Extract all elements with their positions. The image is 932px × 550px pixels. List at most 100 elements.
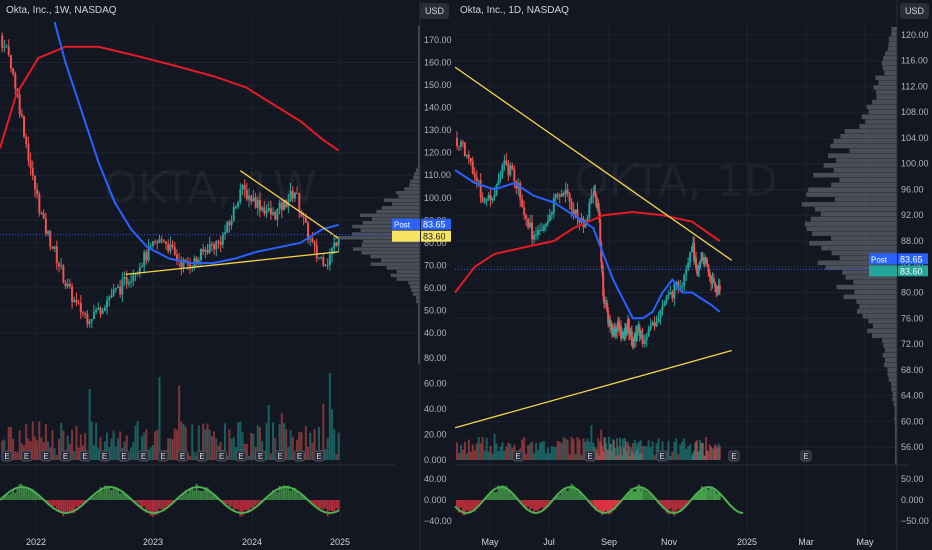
- volume-bar: [525, 453, 528, 460]
- candle-body: [79, 302, 82, 313]
- volume-bar: [226, 455, 229, 460]
- earnings-marker: [656, 450, 668, 462]
- volume-profile-bar: [418, 108, 420, 112]
- candle-body: [558, 195, 561, 197]
- volume-bar: [560, 442, 563, 460]
- candle-body: [461, 142, 464, 144]
- candle-body: [459, 142, 462, 147]
- volume-profile-bar: [887, 367, 897, 373]
- right-symbol-title[interactable]: Okta, Inc., 1D, NASDAQ: [460, 5, 569, 16]
- volume-profile-bar: [381, 258, 420, 263]
- volume-bar: [274, 438, 277, 460]
- earnings-marker-label: E: [587, 452, 592, 461]
- volume-bar: [471, 444, 474, 460]
- earnings-marker-label: E: [141, 452, 146, 461]
- earnings-marker: [255, 450, 266, 462]
- candle-body: [509, 165, 512, 176]
- candle-body: [491, 197, 494, 201]
- oscillator-bar: [221, 500, 224, 503]
- oscillator-bar: [711, 486, 714, 500]
- earnings-marker: [216, 450, 227, 462]
- volume-bar: [708, 444, 711, 460]
- volume-bar: [245, 443, 248, 460]
- right-currency-button[interactable]: USD: [900, 3, 930, 19]
- candle-body: [636, 327, 639, 333]
- oscillator-bar: [459, 500, 462, 508]
- oscillator-bar: [73, 500, 76, 514]
- oscillator-bar: [38, 496, 41, 500]
- candle-body: [501, 165, 504, 175]
- oscillator-bar: [507, 490, 510, 500]
- volume-profile-bar: [882, 352, 897, 358]
- volume-bar: [317, 427, 320, 460]
- oscillator-bar: [29, 488, 32, 500]
- earnings-marker: [728, 450, 740, 462]
- volume-profile-bar: [418, 160, 420, 165]
- volume-bar: [521, 439, 524, 460]
- volume-profile-bar: [875, 75, 897, 81]
- volume-bar: [614, 448, 617, 460]
- volume-profile-bar: [417, 303, 420, 308]
- oscillator-bar: [572, 485, 575, 500]
- candle-body: [594, 191, 597, 197]
- volume-bar: [533, 452, 536, 460]
- candle-body: [252, 197, 255, 202]
- volume-profile-bar: [418, 33, 420, 37]
- oscillator-bar: [661, 500, 664, 509]
- volume-bar: [546, 447, 549, 460]
- oscillator-bar: [162, 500, 165, 510]
- candle-body: [44, 218, 47, 234]
- volume-profile-bar: [418, 344, 420, 349]
- candle-body: [649, 325, 652, 329]
- candle-body: [66, 283, 69, 287]
- candle-body: [226, 221, 229, 233]
- weekly-chart-panel[interactable]: OKTA, 1W40.0050.0060.0070.0080.0090.0010…: [0, 0, 452, 550]
- volume-bar: [95, 422, 98, 460]
- candle-body: [507, 163, 510, 176]
- oscillator-bar: [274, 491, 277, 500]
- price-tick-label: 100.00: [901, 159, 929, 169]
- volume-bar: [578, 439, 581, 460]
- volume-bar: [675, 438, 678, 460]
- earnings-marker-label: E: [258, 452, 263, 461]
- left-currency-button[interactable]: USD: [420, 3, 450, 19]
- daily-chart-panel[interactable]: OKTA, 1D 56.00 60.00 64.00 68.00 72.00 76.00 80…: [454, 0, 929, 550]
- volume-bar: [9, 426, 12, 460]
- candle-body: [243, 184, 246, 190]
- oscillator-bar: [250, 500, 253, 508]
- volume-profile-bar: [408, 281, 420, 285]
- candle-body: [618, 320, 621, 328]
- earnings-marker: [294, 450, 305, 462]
- volume-profile-bar: [413, 175, 420, 180]
- volume-profile-bar: [418, 67, 420, 71]
- candle-body: [538, 230, 541, 232]
- volume-profile-bar: [404, 187, 420, 191]
- oscillator-bar: [224, 500, 227, 506]
- indicator-line: [454, 66, 733, 261]
- oscillator-bar: [538, 500, 541, 509]
- oscillator-bar: [525, 500, 528, 510]
- oscillator-bar: [195, 483, 198, 500]
- oscillator-bar: [226, 500, 229, 505]
- candle-body: [261, 207, 264, 211]
- oscillator-bar: [234, 500, 237, 509]
- candle-body: [552, 198, 555, 213]
- volume-bar: [679, 444, 682, 460]
- oscillator-bar: [123, 492, 126, 500]
- oscillator-bar: [715, 492, 718, 500]
- candle-body: [245, 189, 248, 200]
- left-symbol-title[interactable]: Okta, Inc., 1W, NASDAQ: [6, 5, 117, 16]
- volume-bar: [645, 446, 648, 460]
- candle-body: [182, 259, 185, 268]
- volume-profile-bar: [418, 44, 420, 48]
- volume-bar: [564, 438, 567, 460]
- candle-body: [82, 312, 85, 314]
- volume-profile-bar: [418, 356, 420, 360]
- candle-body: [697, 271, 700, 274]
- oscillator-bar: [82, 500, 85, 505]
- volume-bar: [141, 436, 143, 460]
- oscillator-bar: [160, 500, 163, 509]
- oscillator-bar: [84, 500, 87, 502]
- oscillator-bar: [99, 487, 102, 500]
- oscillator-bar: [60, 500, 63, 512]
